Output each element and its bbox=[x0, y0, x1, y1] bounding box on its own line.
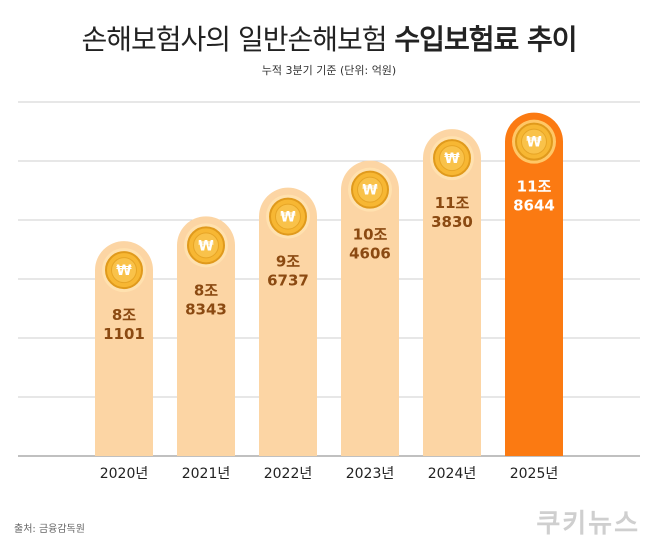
bar-base bbox=[259, 427, 317, 456]
bar-base bbox=[95, 427, 153, 456]
x-tick-label: 2022년 bbox=[264, 466, 313, 482]
coin-inner bbox=[193, 232, 219, 259]
x-tick-label: 2021년 bbox=[182, 466, 231, 482]
title-emphasis: 수입보험료 추이 bbox=[394, 23, 577, 56]
coin-symbol: ₩ bbox=[444, 151, 460, 167]
bar-base bbox=[505, 427, 563, 456]
coin-symbol: ₩ bbox=[526, 135, 542, 151]
chart-title: 손해보험사의 일반손해보험 수입보험료 추이 bbox=[0, 18, 658, 58]
bar-base bbox=[341, 427, 399, 456]
coin-symbol: ₩ bbox=[116, 263, 132, 279]
coin-symbol: ₩ bbox=[362, 183, 378, 199]
x-tick-label: 2025년 bbox=[510, 466, 559, 482]
brand-logo: 쿠키뉴스 bbox=[536, 509, 640, 539]
data-label: 8644 bbox=[513, 197, 555, 215]
coin-inner bbox=[275, 203, 301, 230]
x-tick-label: 2020년 bbox=[100, 466, 149, 482]
data-label: 8343 bbox=[185, 300, 227, 318]
bar bbox=[259, 187, 317, 457]
coin-inner bbox=[439, 145, 465, 172]
bar bbox=[341, 160, 399, 456]
data-label: 10조 bbox=[353, 226, 388, 244]
data-label: 11조 bbox=[435, 194, 470, 212]
data-label: 9조 bbox=[276, 253, 300, 271]
x-tick-label: 2023년 bbox=[346, 466, 395, 482]
bar-base bbox=[177, 427, 235, 456]
coin-inner bbox=[357, 176, 383, 203]
title-main: 손해보험사의 일반손해보험 bbox=[81, 23, 387, 56]
data-label: 8조 bbox=[194, 281, 218, 299]
bar-base bbox=[423, 427, 481, 456]
coin-symbol: ₩ bbox=[198, 238, 214, 254]
data-label: 6737 bbox=[267, 272, 309, 290]
bar bbox=[177, 216, 235, 456]
data-label: 11조 bbox=[517, 178, 552, 196]
chart-subtitle: 누적 3분기 기준 (단위: 억원) bbox=[261, 64, 397, 77]
bar bbox=[505, 112, 563, 456]
data-label: 1101 bbox=[103, 325, 145, 343]
data-label: 8조 bbox=[112, 306, 136, 324]
data-label: 4606 bbox=[349, 245, 391, 263]
coin-symbol: ₩ bbox=[280, 210, 296, 226]
bar bbox=[423, 129, 481, 456]
x-tick-label: 2024년 bbox=[428, 466, 477, 482]
coin-inner bbox=[111, 257, 137, 284]
source-note: 출처: 금융감독원 bbox=[14, 524, 85, 535]
bar bbox=[95, 241, 153, 456]
data-label: 3830 bbox=[431, 213, 473, 231]
coin-inner bbox=[521, 128, 547, 155]
